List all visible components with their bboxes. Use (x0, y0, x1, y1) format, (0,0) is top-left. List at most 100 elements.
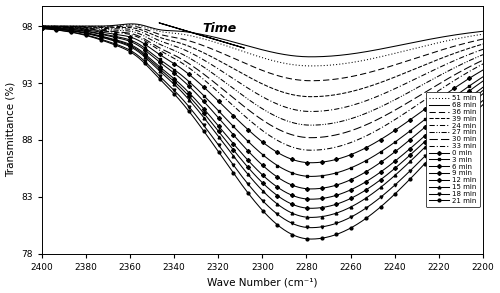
36 min (38, 24, 44, 28)
24 min (152, 37, 158, 40)
68 min (153, 27, 159, 31)
36 min (117, 25, 123, 28)
21 min (299, 236, 305, 240)
51 min (153, 29, 159, 32)
27 min (308, 123, 314, 127)
39 min (334, 93, 340, 96)
0 min (372, 141, 378, 145)
0 min (308, 161, 314, 164)
39 min (152, 34, 158, 38)
12 min (238, 158, 244, 161)
3 min (308, 175, 314, 178)
Line: 39 min: 39 min (42, 26, 483, 97)
9 min (152, 61, 158, 65)
27 min (480, 53, 486, 56)
33 min (480, 62, 486, 66)
36 min (335, 77, 341, 81)
33 min (38, 25, 44, 28)
21 min (152, 72, 158, 76)
Line: 24 min: 24 min (42, 26, 483, 111)
24 min (238, 82, 244, 86)
9 min (117, 39, 123, 43)
6 min (308, 187, 314, 191)
18 min (152, 70, 158, 74)
Line: 68 min: 68 min (42, 24, 483, 57)
39 min (480, 42, 486, 46)
39 min (238, 71, 244, 75)
6 min (38, 25, 44, 29)
9 min (480, 86, 486, 89)
FancyArrowPatch shape (159, 23, 244, 48)
24 min (299, 109, 305, 113)
12 min (308, 207, 314, 210)
Legend: 51 min, 68 min, 36 min, 39 min, 24 min, 27 min, 30 min, 33 min, 0 min, 3 min, 6 : 51 min, 68 min, 36 min, 39 min, 24 min, … (426, 92, 480, 207)
X-axis label: Wave Number (cm⁻¹): Wave Number (cm⁻¹) (207, 277, 318, 287)
18 min (299, 225, 305, 228)
21 min (334, 232, 340, 236)
15 min (334, 211, 340, 214)
15 min (117, 41, 123, 45)
27 min (372, 108, 378, 111)
3 min (152, 54, 158, 58)
0 min (480, 68, 486, 72)
30 min (308, 136, 314, 139)
6 min (238, 142, 244, 146)
68 min (239, 42, 245, 46)
27 min (238, 93, 244, 96)
51 min (308, 64, 314, 68)
27 min (152, 40, 158, 44)
6 min (334, 183, 340, 187)
0 min (299, 160, 305, 164)
Line: 0 min: 0 min (40, 25, 484, 164)
Line: 21 min: 21 min (40, 27, 484, 241)
24 min (38, 25, 44, 28)
30 min (480, 58, 486, 62)
9 min (308, 197, 314, 201)
Y-axis label: Transmittance (%): Transmittance (%) (6, 82, 16, 177)
21 min (38, 27, 44, 30)
3 min (38, 25, 44, 29)
30 min (334, 133, 340, 137)
18 min (238, 174, 244, 178)
0 min (152, 50, 158, 53)
15 min (372, 190, 378, 194)
68 min (372, 48, 378, 52)
36 min (300, 79, 306, 82)
33 min (238, 111, 244, 115)
18 min (308, 226, 314, 229)
Line: 51 min: 51 min (42, 25, 483, 66)
Line: 33 min: 33 min (42, 27, 483, 150)
21 min (308, 237, 314, 241)
Line: 36 min: 36 min (42, 26, 483, 81)
39 min (299, 94, 305, 98)
15 min (480, 92, 486, 95)
0 min (38, 25, 44, 29)
39 min (308, 95, 314, 98)
68 min (300, 55, 306, 58)
12 min (334, 202, 340, 206)
9 min (372, 174, 378, 178)
9 min (299, 197, 305, 200)
68 min (117, 23, 123, 27)
51 min (38, 24, 44, 28)
30 min (238, 103, 244, 106)
36 min (480, 37, 486, 41)
3 min (372, 154, 378, 157)
51 min (335, 63, 341, 66)
27 min (117, 28, 123, 32)
33 min (299, 148, 305, 151)
15 min (238, 164, 244, 168)
18 min (117, 44, 123, 47)
30 min (152, 44, 158, 47)
39 min (372, 83, 378, 86)
33 min (334, 145, 340, 149)
6 min (117, 37, 123, 40)
33 min (117, 31, 123, 35)
12 min (38, 26, 44, 30)
12 min (299, 206, 305, 209)
Line: 9 min: 9 min (40, 26, 484, 201)
18 min (38, 27, 44, 30)
0 min (117, 33, 123, 37)
27 min (334, 121, 340, 124)
39 min (117, 26, 123, 29)
